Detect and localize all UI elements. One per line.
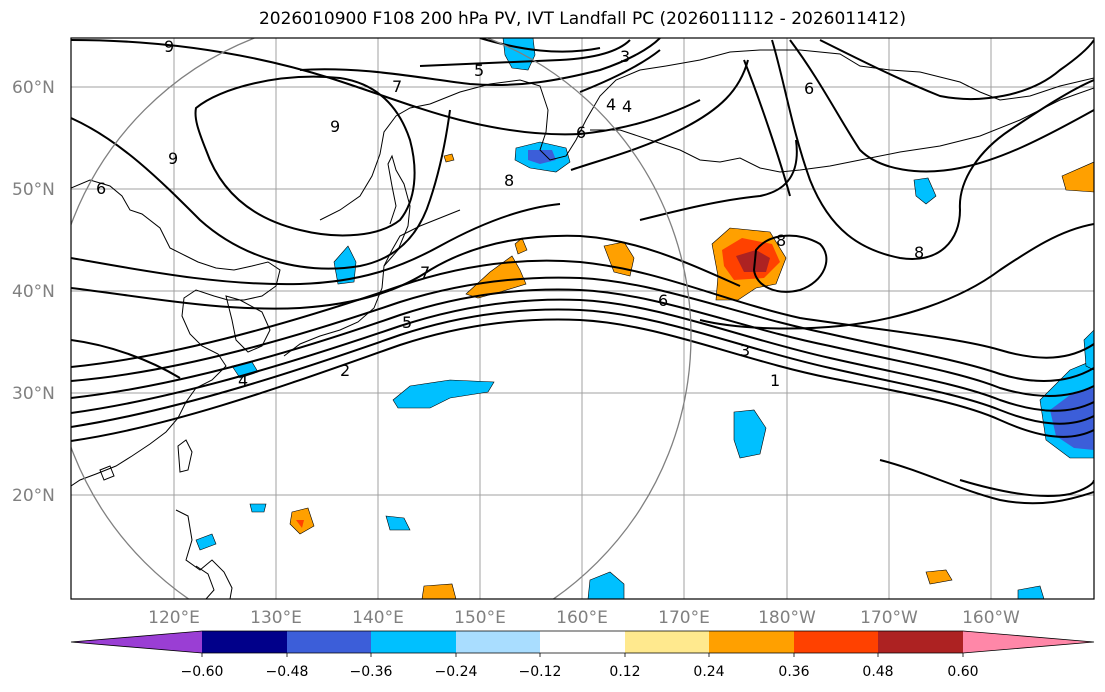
colorbar-tick-label: −0.36 xyxy=(350,664,393,680)
colorbar-tick-label: 0.24 xyxy=(693,664,724,680)
coastlines xyxy=(71,49,1094,599)
ivt-negative-patch xyxy=(392,379,495,409)
contour-label: 3 xyxy=(620,47,630,66)
colorbar-tick-label: −0.60 xyxy=(181,664,224,680)
pv-contours xyxy=(71,38,1094,505)
colorbar: −0.60 −0.48 −0.36 −0.24 −0.12 0.12 0.24 … xyxy=(70,630,1095,680)
colorbar-tick-label: 0.36 xyxy=(778,664,809,680)
contour-label: 4 xyxy=(238,371,248,390)
ivt-negative-patch xyxy=(1083,329,1094,371)
contour-label: 8 xyxy=(776,231,786,250)
ivt-positive-patch xyxy=(443,153,455,163)
colorbar-tick-label: 0.12 xyxy=(609,664,640,680)
lat-label: 20°N xyxy=(12,486,55,506)
contour-label: 4 xyxy=(606,95,616,114)
contour-label: 6 xyxy=(576,123,586,142)
contour-label: 4 xyxy=(622,97,632,116)
landfall-region-circle xyxy=(71,38,692,599)
lon-label: 170°W xyxy=(860,608,918,628)
colorbar-tick-label: −0.24 xyxy=(435,664,478,680)
contour-label: 8 xyxy=(504,171,514,190)
colorbar-segment xyxy=(540,631,625,653)
colorbar-tick-label: −0.48 xyxy=(266,664,309,680)
ivt-positive-patch xyxy=(296,520,304,528)
lon-label: 130°E xyxy=(250,608,302,628)
colorbar-extend-high xyxy=(963,631,1094,653)
lon-label: 150°E xyxy=(454,608,506,628)
lon-label: 120°E xyxy=(148,608,200,628)
contour-label: 6 xyxy=(658,291,668,310)
colorbar-tick-label: 0.48 xyxy=(862,664,893,680)
ivt-positive-patch xyxy=(1061,161,1094,193)
colorbar-segment xyxy=(878,631,963,653)
contour-label: 6 xyxy=(804,79,814,98)
colorbar-tick-label: −0.12 xyxy=(519,664,562,680)
lon-label: 160°W xyxy=(962,608,1020,628)
contour-label: 5 xyxy=(474,61,484,80)
contour-label: 9 xyxy=(330,117,340,136)
colorbar-tick-label: 0.60 xyxy=(947,664,978,680)
colorbar-segment xyxy=(709,631,794,653)
map-title: 2026010900 F108 200 hPa PV, IVT Landfall… xyxy=(258,9,906,29)
lon-label: 160°E xyxy=(556,608,608,628)
ivt-positive-patch xyxy=(421,583,457,599)
contour-label: 6 xyxy=(96,179,106,198)
lat-label: 50°N xyxy=(12,180,55,200)
colorbar-segment xyxy=(456,631,540,653)
map-frame xyxy=(70,37,1095,600)
ivt-positive-patch xyxy=(925,569,953,585)
contour-label: 8 xyxy=(914,243,924,262)
lat-label: 40°N xyxy=(12,282,55,302)
contour-label: 1 xyxy=(770,371,780,390)
lat-label: 30°N xyxy=(12,384,55,404)
colorbar-segment xyxy=(625,631,709,653)
contour-label: 5 xyxy=(402,313,412,332)
lat-labels: 60°N 50°N 40°N 30°N 20°N xyxy=(12,78,55,506)
colorbar-segment xyxy=(202,631,287,653)
contour-label: 7 xyxy=(420,263,430,282)
contour-label: 7 xyxy=(392,77,402,96)
colorbar-extend-low xyxy=(71,631,202,653)
contour-label: 2 xyxy=(340,361,350,380)
ivt-negative-patch xyxy=(587,571,625,599)
contour-label: 9 xyxy=(168,149,178,168)
lon-label: 140°E xyxy=(352,608,404,628)
colorbar-segment xyxy=(371,631,456,653)
ivt-negative-patch xyxy=(385,515,411,531)
colorbar-segment xyxy=(287,631,371,653)
lat-label: 60°N xyxy=(12,78,55,98)
colorbar-segment xyxy=(794,631,878,653)
ivt-negative-patch xyxy=(195,533,217,551)
ivt-positive-patch xyxy=(736,250,770,272)
ivt-negative-patch xyxy=(733,409,767,459)
ivt-negative-patch xyxy=(1017,585,1045,599)
contour-labels: 9 7 5 3 4 6 8 9 9 6 8 6 8 7 6 5 4 3 2 1 … xyxy=(96,37,924,390)
lon-label: 180°W xyxy=(758,608,816,628)
ivt-negative-patch xyxy=(528,150,556,164)
contour-label: 3 xyxy=(740,341,750,360)
ivt-positive-patch xyxy=(465,255,527,299)
ivt-negative-patch xyxy=(913,177,937,205)
ivt-negative-patch xyxy=(249,503,267,513)
lon-labels: 120°E 130°E 140°E 150°E 160°E 170°E 180°… xyxy=(148,608,1020,628)
lon-label: 170°E xyxy=(658,608,710,628)
contour-label: 9 xyxy=(164,37,174,56)
